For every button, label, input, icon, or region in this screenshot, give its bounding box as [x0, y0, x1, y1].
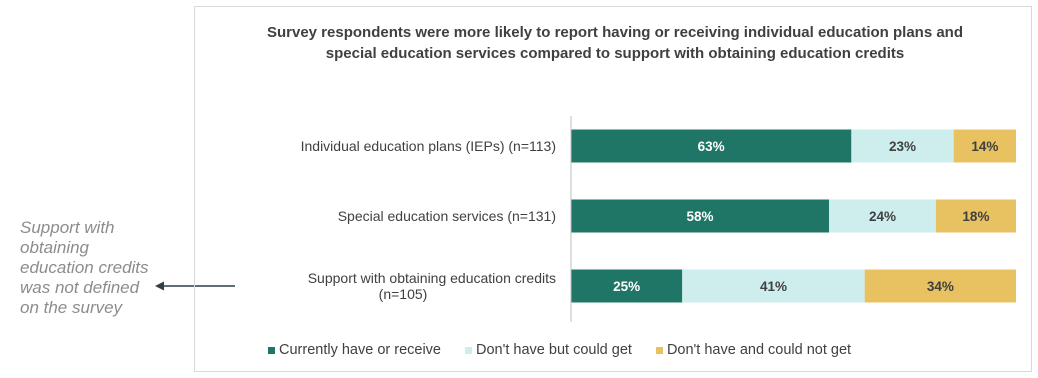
chart-legend: Currently have or receive Don't have but…: [268, 341, 988, 359]
data-label: 58%: [687, 209, 714, 224]
bar-segment: [851, 129, 954, 163]
legend-label: Don't have and could not get: [666, 342, 852, 358]
chart-title: Survey respondents were more likely to r…: [266, 24, 963, 62]
bar-segment: [953, 129, 1016, 163]
data-label: 14%: [971, 139, 998, 154]
data-label: 25%: [613, 279, 640, 294]
legend-item-could-get: Don't have but could get: [465, 341, 632, 359]
legend-swatch: [655, 346, 663, 354]
legend-label: Currently have or receive: [279, 342, 441, 358]
data-label: 63%: [698, 139, 725, 154]
bar-segment: [935, 199, 1016, 233]
bar-segment: [571, 129, 852, 163]
legend-swatch: [268, 346, 275, 354]
bar-segment: [571, 269, 683, 303]
legend-item-currently: Currently have or receive: [268, 341, 441, 359]
data-label: 18%: [962, 209, 989, 224]
category-label: Support with obtaining education credits: [308, 270, 556, 286]
legend-item-could-not-get: Don't have and could not get: [655, 341, 852, 359]
bar-segment: [682, 269, 865, 303]
category-label: Special education services (n=131): [338, 208, 556, 224]
data-label: 41%: [760, 279, 787, 294]
data-label: 24%: [869, 209, 896, 224]
arrow-left-icon: [155, 281, 235, 291]
category-label: Individual education plans (IEPs) (n=113…: [301, 138, 556, 154]
chart-frame: [194, 6, 1032, 372]
bar-segment: [864, 269, 1016, 303]
category-label: (n=105): [379, 286, 428, 302]
data-label: 34%: [927, 279, 954, 294]
bar-segment: [571, 199, 830, 233]
bar-segment: [829, 199, 936, 233]
legend-swatch: [465, 346, 472, 354]
data-label: 23%: [889, 139, 916, 154]
legend-label: Don't have but could get: [476, 342, 632, 358]
side-note: Support with obtaining education credits…: [20, 218, 149, 317]
